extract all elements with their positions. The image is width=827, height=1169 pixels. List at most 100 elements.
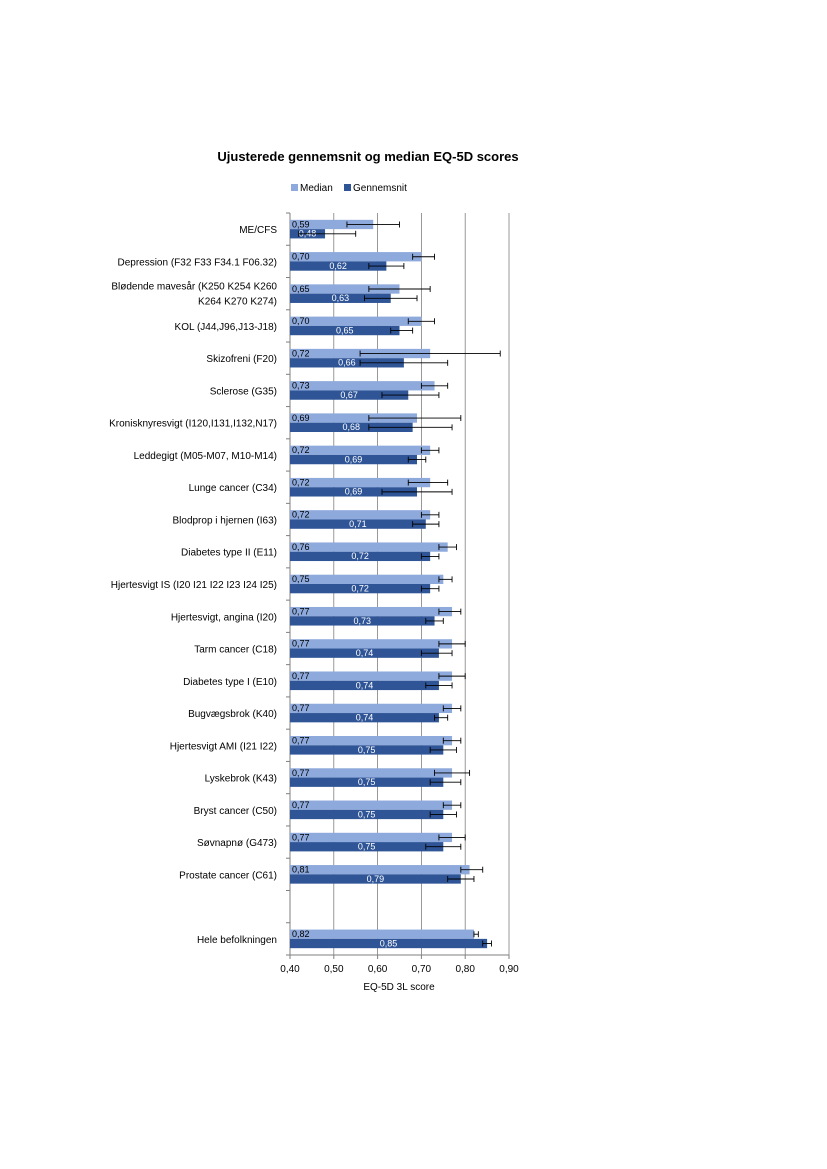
category-label: Blodprop i hjernen (I63) bbox=[172, 515, 277, 526]
data-label-gennemsnit: 0,63 bbox=[332, 293, 350, 303]
data-label-gennemsnit: 0,72 bbox=[351, 584, 369, 594]
bar-gennemsnit bbox=[290, 487, 418, 497]
category-label: Hjertesvigt, angina (I20) bbox=[171, 612, 277, 623]
data-label-gennemsnit: 0,69 bbox=[345, 487, 363, 497]
category-label: KOL (J44,J96,J13-J18) bbox=[175, 322, 277, 333]
data-label-median: 0,59 bbox=[292, 219, 310, 229]
bar-median bbox=[290, 736, 453, 746]
bar-gennemsnit bbox=[290, 422, 413, 432]
data-label-gennemsnit: 0,71 bbox=[349, 519, 367, 529]
bar-median bbox=[290, 284, 400, 294]
data-label-gennemsnit: 0,75 bbox=[358, 777, 376, 787]
category-label: Diabetes type II (E11) bbox=[181, 548, 277, 559]
data-label-median: 0,77 bbox=[292, 832, 310, 842]
bar-median bbox=[290, 510, 431, 520]
bar-median bbox=[290, 929, 474, 939]
category-label: Skizofreni (F20) bbox=[206, 354, 277, 365]
data-label-gennemsnit: 0,85 bbox=[380, 938, 398, 948]
bar-gennemsnit bbox=[290, 874, 461, 884]
chart-title: Ujusterede gennemsnit og median EQ-5D sc… bbox=[217, 149, 518, 164]
bar-median bbox=[290, 703, 453, 714]
bar-median bbox=[290, 477, 431, 488]
bar-gennemsnit bbox=[290, 680, 439, 691]
data-label-median: 0,77 bbox=[292, 768, 310, 778]
category-label: Hele befolkningen bbox=[197, 935, 277, 946]
bar-median bbox=[290, 252, 422, 262]
x-tick-label: 0,70 bbox=[412, 964, 432, 975]
data-label-median: 0,77 bbox=[292, 606, 310, 616]
bar-median bbox=[290, 865, 470, 875]
data-label-gennemsnit: 0,65 bbox=[336, 325, 354, 335]
bar-gennemsnit bbox=[290, 293, 391, 303]
legend: Median Gennemsnit bbox=[291, 183, 407, 194]
bar-median bbox=[290, 413, 418, 423]
data-label-gennemsnit: 0,73 bbox=[354, 616, 372, 626]
data-label-gennemsnit: 0,69 bbox=[345, 454, 363, 464]
data-label-gennemsnit: 0,75 bbox=[358, 745, 376, 755]
data-label-gennemsnit: 0,67 bbox=[340, 390, 358, 400]
x-tick-label: 0,90 bbox=[499, 964, 519, 975]
category-label: Leddegigt (M05-M07, M10-M14) bbox=[134, 451, 277, 462]
legend-label-median: Median bbox=[300, 183, 333, 194]
category-label: Lunge cancer (C34) bbox=[189, 483, 277, 494]
data-label-gennemsnit: 0,75 bbox=[358, 842, 376, 852]
x-tick-label: 0,80 bbox=[455, 964, 475, 975]
data-label-median: 0,77 bbox=[292, 800, 310, 810]
bar-gennemsnit bbox=[290, 648, 439, 658]
data-label-gennemsnit: 0,66 bbox=[338, 358, 356, 368]
bar-median bbox=[290, 606, 453, 617]
data-label-median: 0,70 bbox=[292, 316, 310, 326]
data-label-median: 0,82 bbox=[292, 929, 310, 939]
bar-median bbox=[290, 639, 453, 649]
bar-median bbox=[290, 316, 422, 326]
bar-gennemsnit bbox=[290, 261, 387, 271]
category-label: Hjertesvigt AMI (I21 I22) bbox=[170, 741, 277, 752]
data-label-median: 0,65 bbox=[292, 284, 310, 294]
bar-median bbox=[290, 832, 453, 843]
data-label-gennemsnit: 0,74 bbox=[356, 713, 374, 723]
legend-swatch-gennemsnit bbox=[344, 184, 351, 191]
category-label: Bryst cancer (C50) bbox=[194, 806, 277, 817]
bar-gennemsnit bbox=[290, 325, 400, 336]
data-label-median: 0,75 bbox=[292, 574, 310, 584]
data-label-gennemsnit: 0,72 bbox=[351, 551, 369, 561]
bar-median bbox=[290, 445, 431, 455]
bar-gennemsnit bbox=[290, 777, 444, 787]
data-label-gennemsnit: 0,74 bbox=[356, 680, 374, 690]
bar-gennemsnit bbox=[290, 745, 444, 755]
data-label-median: 0,76 bbox=[292, 542, 310, 552]
bar-gennemsnit bbox=[290, 519, 426, 529]
data-label-median: 0,70 bbox=[292, 252, 310, 262]
category-label: Bugvægsbrok (K40) bbox=[188, 709, 277, 720]
data-label-median: 0,77 bbox=[292, 736, 310, 746]
x-tick-label: 0,40 bbox=[280, 964, 300, 975]
data-label-gennemsnit: 0,62 bbox=[329, 261, 347, 271]
category-label: Blødende mavesår (K250 K254 K260 bbox=[111, 281, 277, 293]
data-label-median: 0,72 bbox=[292, 477, 310, 487]
bar-median bbox=[290, 768, 453, 778]
data-label-median: 0,72 bbox=[292, 510, 310, 520]
bar-median bbox=[290, 671, 453, 681]
legend-swatch-median bbox=[291, 184, 298, 191]
bar-gennemsnit bbox=[290, 809, 444, 820]
bar-median bbox=[290, 219, 374, 230]
bar-gennemsnit bbox=[290, 358, 404, 368]
data-label-gennemsnit: 0,75 bbox=[358, 809, 376, 819]
plot-area: 0,40 0,50 0,60 0,70 0,80 0,90ME/CFS0,590,48De… bbox=[109, 212, 519, 975]
bar-gennemsnit bbox=[290, 616, 435, 626]
data-label-median: 0,77 bbox=[292, 639, 310, 649]
bar-gennemsnit bbox=[290, 454, 418, 465]
data-label-median: 0,73 bbox=[292, 381, 310, 391]
category-label: Sclerose (G35) bbox=[210, 386, 277, 397]
category-label: ME/CFS bbox=[239, 225, 277, 236]
bar-median bbox=[290, 800, 453, 810]
bar-gennemsnit bbox=[290, 713, 439, 723]
x-tick-label: 0,50 bbox=[324, 964, 344, 975]
category-label: Lyskebrok (K43) bbox=[205, 774, 277, 785]
category-label: Prostate cancer (C61) bbox=[179, 870, 277, 881]
data-label-median: 0,72 bbox=[292, 445, 310, 455]
bar-median bbox=[290, 542, 448, 552]
bar-gennemsnit bbox=[290, 584, 431, 594]
data-label-median: 0,77 bbox=[292, 671, 310, 681]
